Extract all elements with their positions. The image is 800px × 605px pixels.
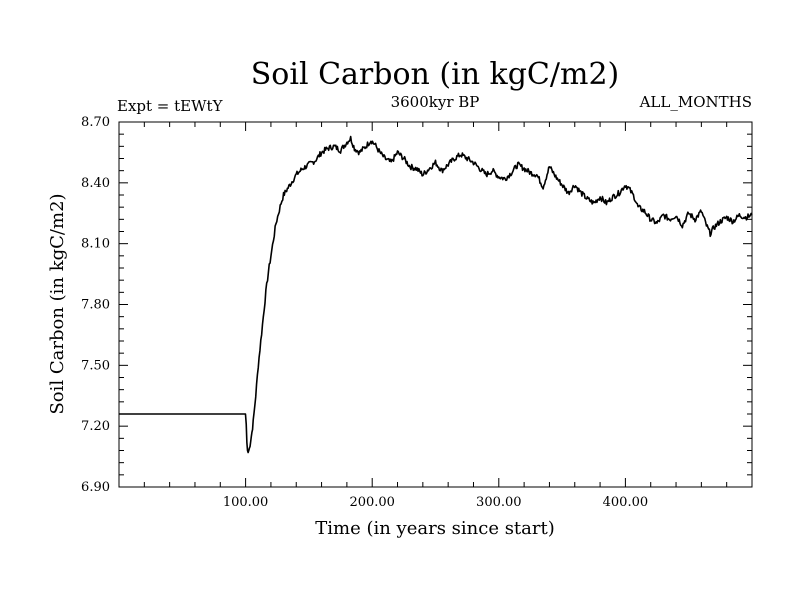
x-tick-label: 100.00 [223, 495, 269, 510]
y-tick-label: 8.10 [81, 237, 110, 252]
plot-frame [118, 121, 753, 488]
axis-ticks [119, 122, 752, 487]
experiment-label: Expt = tEWtY [117, 97, 224, 115]
x-tick-label: 200.00 [349, 495, 395, 510]
x-tick-label: 400.00 [603, 495, 649, 510]
axis-tick-labels: 100.00 200.00 300.00 400.00 6.90 7.20 7.50 7.80… [81, 115, 648, 510]
series-line-soil-carbon [118, 135, 753, 454]
y-tick-label: 7.20 [81, 419, 110, 434]
period-label: 3600kyr BP [391, 93, 480, 111]
y-tick-label: 7.50 [81, 358, 110, 373]
x-axis-label: Time (in years since start) [315, 518, 555, 539]
y-tick-label: 8.40 [81, 176, 110, 191]
months-label: ALL_MONTHS [639, 93, 752, 111]
x-tick-label: 300.00 [476, 495, 522, 510]
y-axis-label: Soil Carbon (in kgC/m2) [47, 193, 68, 414]
chart-title: Soil Carbon (in kgC/m2) [251, 57, 619, 92]
y-tick-label: 8.70 [81, 115, 110, 130]
y-tick-label: 6.90 [81, 480, 110, 495]
y-tick-label: 7.80 [81, 298, 110, 313]
